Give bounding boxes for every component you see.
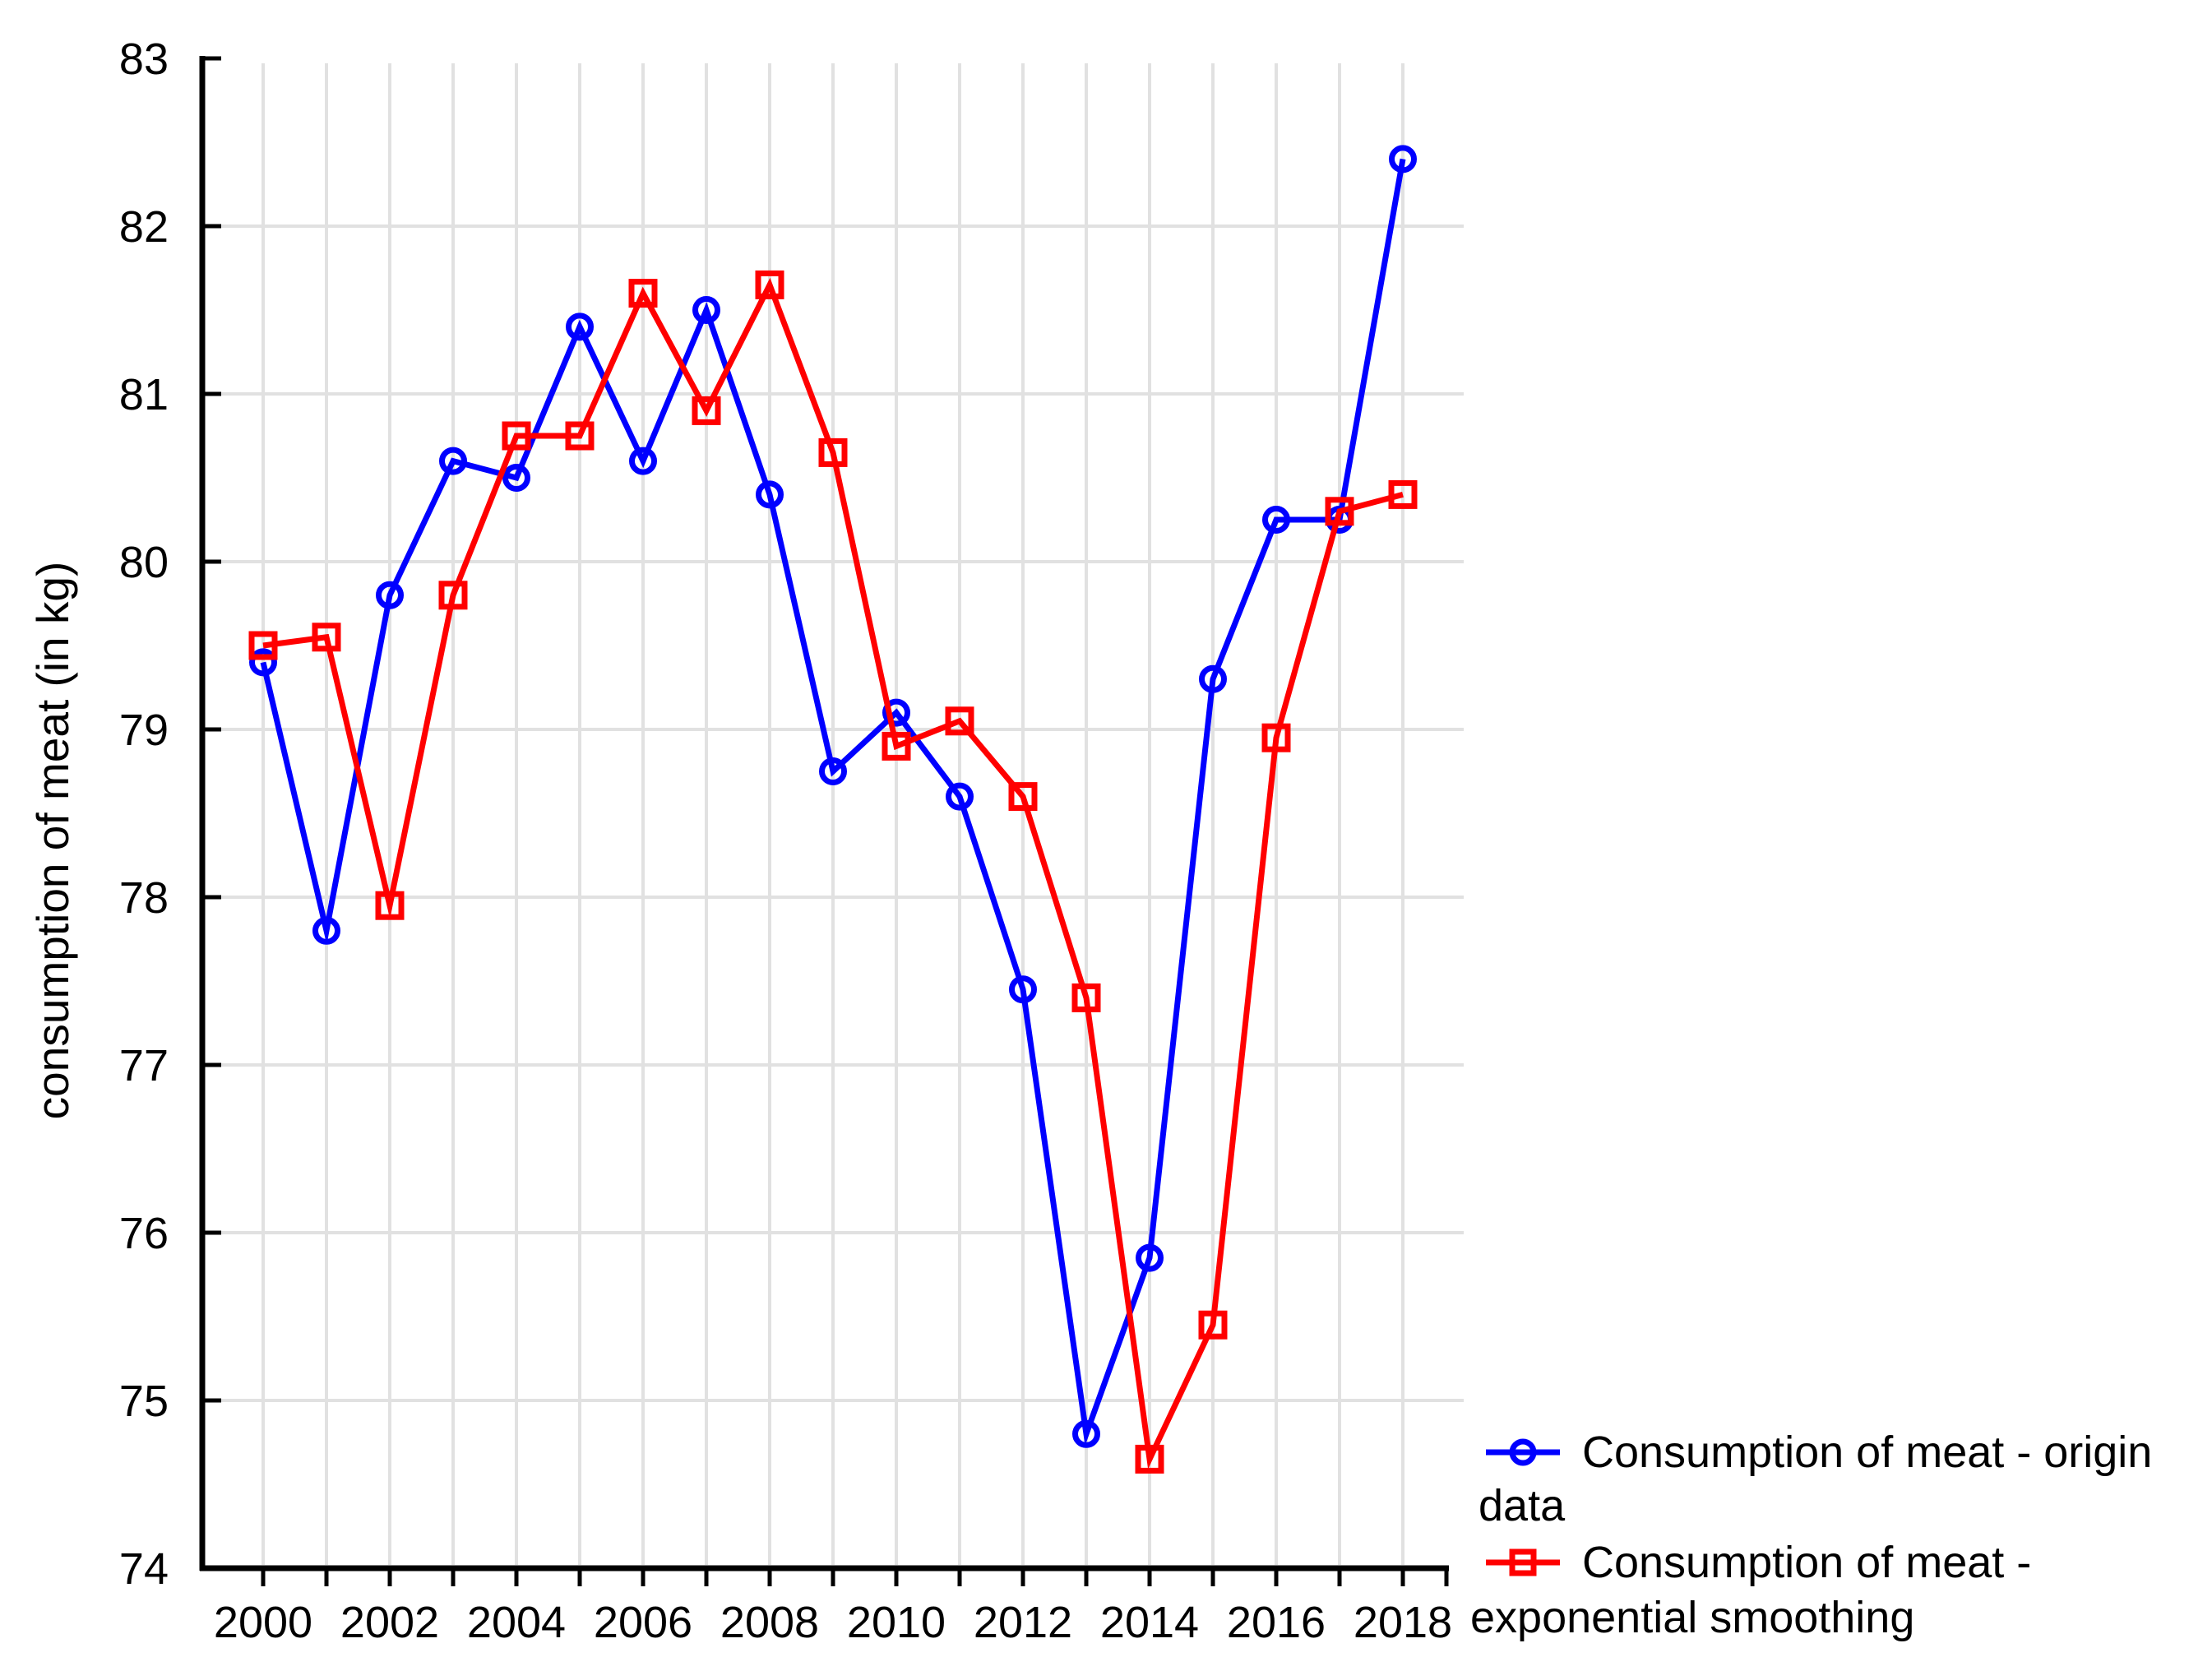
data-point-origin-2005: [566, 312, 594, 341]
data-point-origin-2003: [439, 447, 467, 475]
y-tick-label-80: 80: [119, 538, 169, 587]
data-point-smoothing-2000: [248, 631, 278, 660]
data-point-origin-2015: [1199, 664, 1227, 693]
data-point-smoothing-2005: [565, 421, 595, 451]
data-point-origin-2007: [692, 296, 720, 324]
data-point-origin-2016: [1262, 506, 1290, 534]
legend-item-origin: Consumption of meat - origin: [1485, 1425, 2152, 1479]
data-point-smoothing-2018: [1388, 479, 1418, 509]
x-tick-label-2004: 2004: [467, 1598, 566, 1647]
x-tick-label-2012: 2012: [974, 1598, 1072, 1647]
data-point-origin-2000: [249, 648, 277, 677]
data-point-smoothing-2011: [945, 706, 974, 736]
series-smoothing-line: [262, 277, 1404, 1470]
y-tick-label-75: 75: [119, 1377, 169, 1426]
data-point-origin-2008: [756, 480, 784, 509]
y-tick-label-77: 77: [119, 1041, 169, 1090]
y-axis-ticks: 74 75 76 77 78 79 80 81 82 83: [119, 35, 221, 1594]
y-tick-label-78: 78: [119, 873, 169, 923]
data-point-smoothing-2010: [882, 731, 911, 761]
gridlines: [205, 63, 1464, 1565]
legend-label-smoothing-line2: exponential smoothing: [1470, 1593, 1915, 1642]
legend-item-smoothing: Consumption of meat -: [1485, 1535, 2031, 1590]
data-point-origin-2012: [1009, 975, 1037, 1004]
data-point-smoothing-2014: [1135, 1444, 1164, 1474]
data-point-origin-2001: [312, 916, 340, 945]
y-tick-label-79: 79: [119, 706, 169, 755]
data-point-smoothing-2012: [1008, 782, 1038, 812]
data-point-smoothing-2015: [1198, 1310, 1228, 1340]
legend-label-origin-line1: Consumption of meat - origin: [1582, 1428, 2153, 1477]
data-point-smoothing-2016: [1261, 723, 1291, 752]
axes: [199, 56, 1449, 1571]
data-point-smoothing-2017: [1325, 497, 1354, 526]
legend-label-origin-line2: data: [1479, 1481, 1566, 1530]
data-point-origin-2004: [502, 464, 530, 492]
series-smoothing: [248, 270, 1418, 1474]
x-tick-label-2006: 2006: [594, 1598, 692, 1647]
x-tick-label-2018: 2018: [1354, 1598, 1452, 1647]
y-tick-label-76: 76: [119, 1209, 169, 1258]
y-tick-label-83: 83: [119, 35, 169, 84]
y-tick-label-82: 82: [119, 202, 169, 252]
legend-label-smoothing-line1: Consumption of meat -: [1582, 1538, 2032, 1587]
x-axis-ticks: 2000 2002 2004 2006 2008 2010 2012 2014 2016 2018: [214, 1568, 1452, 1647]
data-point-smoothing-2003: [438, 581, 468, 610]
y-tick-label-81: 81: [119, 370, 169, 419]
data-point-smoothing-2007: [692, 396, 721, 425]
data-point-origin-2018: [1389, 145, 1417, 174]
data-point-smoothing-2006: [628, 279, 658, 308]
data-point-origin-2010: [882, 698, 910, 727]
legend-marker-smoothing-square-icon: [1486, 1548, 1560, 1576]
data-point-origin-2009: [819, 757, 847, 785]
data-point-origin-2013: [1072, 1419, 1100, 1448]
series-origin-line: [260, 158, 1406, 1447]
data-point-smoothing-2009: [818, 437, 848, 467]
series-smoothing-markers: [248, 270, 1418, 1474]
legend-marker-origin-circle-icon: [1486, 1438, 1560, 1466]
x-tick-label-2016: 2016: [1227, 1598, 1326, 1647]
data-point-origin-2014: [1136, 1243, 1164, 1272]
data-point-smoothing-2004: [502, 421, 531, 451]
data-point-smoothing-2002: [375, 891, 405, 920]
data-point-smoothing-2013: [1071, 983, 1101, 1012]
data-point-smoothing-2001: [312, 623, 341, 652]
data-point-smoothing-2008: [755, 270, 784, 299]
data-point-origin-2006: [629, 447, 657, 475]
x-tick-label-2002: 2002: [340, 1598, 439, 1647]
y-tick-label-74: 74: [119, 1544, 169, 1594]
x-tick-label-2000: 2000: [214, 1598, 312, 1647]
x-tick-label-2008: 2008: [720, 1598, 819, 1647]
x-tick-label-2010: 2010: [847, 1598, 946, 1647]
data-point-origin-2011: [946, 782, 974, 811]
data-point-origin-2002: [376, 581, 404, 609]
x-tick-label-2014: 2014: [1100, 1598, 1199, 1647]
